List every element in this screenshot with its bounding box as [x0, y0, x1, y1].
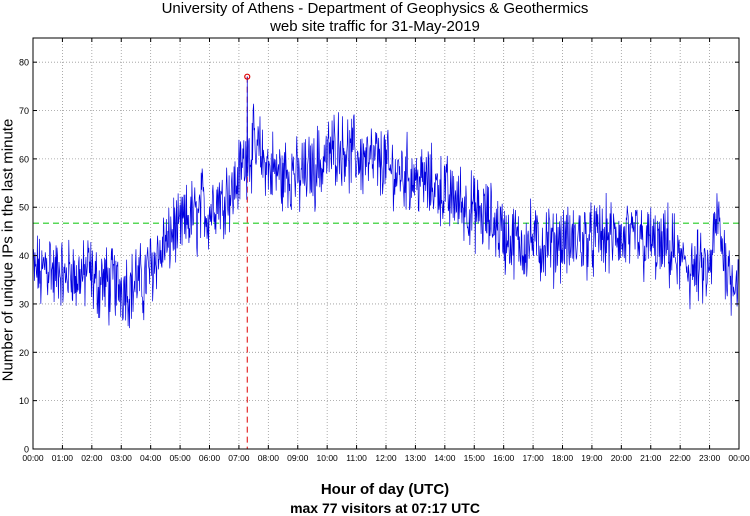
x-tick-label: 04:00 — [140, 453, 162, 463]
chart-title: University of Athens - Department of Geo… — [161, 0, 589, 17]
x-tick-label: 19:00 — [581, 453, 603, 463]
x-tick-label: 01:00 — [52, 453, 74, 463]
series-traffic-line — [32, 76, 740, 329]
x-axis-ticks: 00:00 01:00 02:00 03:00 04:00 05:00 06:00 07:00… — [22, 38, 750, 463]
x-tick-label: 17:00 — [522, 453, 544, 463]
x-axis-label: Hour of day (UTC) — [320, 481, 450, 498]
plot-area — [33, 38, 739, 449]
x-tick-label: 03:00 — [111, 453, 133, 463]
y-axis-label: Number of unique IPs in the last minute — [0, 118, 17, 382]
x-tick-label: 18:00 — [552, 453, 574, 463]
y-tick-label: 20 — [19, 348, 29, 358]
y-tick-label: 70 — [19, 106, 29, 116]
x-tick-label: 22:00 — [670, 453, 692, 463]
x-tick-label: 14:00 — [434, 453, 456, 463]
x-tick-label: 00:00 — [728, 453, 750, 463]
x-tick-label: 23:00 — [699, 453, 721, 463]
x-tick-label: 00:00 — [22, 453, 44, 463]
x-tick-label: 20:00 — [611, 453, 633, 463]
y-tick-label: 60 — [19, 154, 29, 164]
x-tick-label: 09:00 — [287, 453, 309, 463]
y-tick-label: 50 — [19, 203, 29, 213]
peak-layer — [244, 73, 251, 80]
max-visitors-note: max 77 visitors at 07:17 UTC — [290, 500, 480, 516]
x-tick-label: 12:00 — [375, 453, 397, 463]
x-tick-label: 15:00 — [464, 453, 486, 463]
x-tick-label: 10:00 — [317, 453, 339, 463]
x-tick-label: 08:00 — [258, 453, 280, 463]
x-tick-label: 06:00 — [199, 453, 221, 463]
y-tick-label: 80 — [19, 58, 29, 68]
y-tick-label: 40 — [19, 251, 29, 261]
x-tick-label: 02:00 — [81, 453, 103, 463]
chart-subtitle: web site traffic for 31-May-2019 — [270, 18, 480, 35]
grid — [33, 38, 739, 449]
x-tick-label: 13:00 — [405, 453, 427, 463]
y-tick-label: 30 — [19, 299, 29, 309]
x-tick-label: 21:00 — [640, 453, 662, 463]
x-tick-label: 07:00 — [228, 453, 250, 463]
x-tick-label: 16:00 — [493, 453, 515, 463]
y-axis-ticks: 0 10 20 30 40 50 60 70 80 — [19, 58, 739, 455]
series-layer — [32, 76, 740, 329]
peak-marker — [244, 73, 251, 80]
x-tick-label: 05:00 — [169, 453, 191, 463]
y-tick-label: 10 — [19, 396, 29, 406]
x-tick-label: 11:00 — [346, 453, 367, 463]
y-tick-label: 0 — [24, 445, 29, 455]
